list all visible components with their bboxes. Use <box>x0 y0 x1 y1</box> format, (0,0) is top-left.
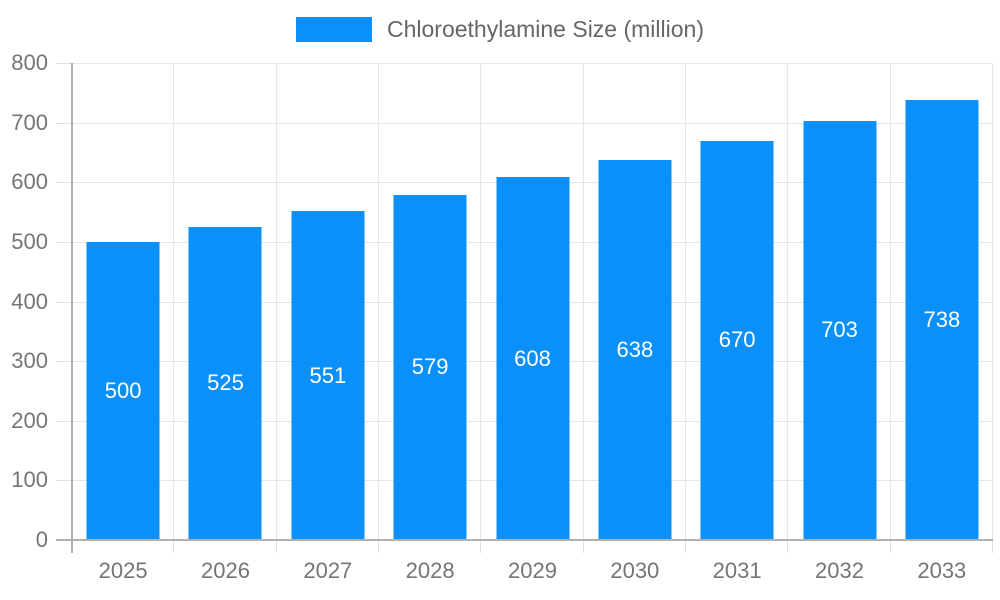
bar-value-label: 738 <box>923 306 961 332</box>
y-axis-tick-label: 600 <box>11 169 48 195</box>
bar[interactable]: 500 <box>86 241 160 540</box>
y-axis-tick-label: 700 <box>11 109 48 135</box>
x-axis-tick-label: 2028 <box>405 558 455 583</box>
bar[interactable]: 638 <box>598 159 672 540</box>
x-axis-line <box>56 539 993 541</box>
y-axis-tick <box>56 301 72 303</box>
x-axis-tick-label: 2030 <box>610 558 660 583</box>
gridline-vertical <box>173 63 175 540</box>
y-axis-tick <box>56 122 72 124</box>
gridline-horizontal <box>72 122 993 124</box>
y-axis-tick-label: 800 <box>11 50 48 75</box>
y-axis-tick <box>56 480 72 482</box>
y-axis-line <box>71 63 73 553</box>
bar[interactable]: 670 <box>700 140 774 540</box>
legend[interactable]: Chloroethylamine Size (million) <box>0 17 1000 42</box>
bar-value-label: 670 <box>718 327 756 353</box>
y-axis-labels: 0 100 200 300 400 500 600 700 800 <box>0 52 48 551</box>
gridline-vertical <box>377 63 379 540</box>
x-axis-tick-label: 2031 <box>712 558 762 583</box>
x-axis-tick-label: 2025 <box>98 558 148 583</box>
y-axis-tick <box>56 241 72 243</box>
y-axis-tick-label: 500 <box>11 228 48 254</box>
x-axis-tick <box>582 540 584 553</box>
x-axis-tick <box>889 540 891 553</box>
bar[interactable]: 551 <box>291 211 365 540</box>
x-axis-tick <box>480 540 482 553</box>
bar[interactable]: 703 <box>803 120 876 540</box>
gridline-vertical <box>992 63 993 540</box>
y-axis-tick <box>56 361 72 363</box>
bar-value-label: 579 <box>411 354 449 380</box>
x-axis-tick <box>787 540 789 553</box>
bar-value-label: 525 <box>207 370 244 396</box>
y-axis-tick-label: 400 <box>11 288 48 314</box>
gridline-horizontal <box>72 63 993 64</box>
x-axis-labels: 2025 2026 2027 2028 2029 2030 2031 2032 2033 <box>72 560 993 590</box>
bar-value-label: 608 <box>514 345 551 371</box>
bar-value-label: 638 <box>616 336 654 362</box>
bar-value-label: 500 <box>104 377 142 403</box>
y-axis-tick <box>56 420 72 422</box>
x-axis-tick-label: 2033 <box>917 558 967 583</box>
gridline-vertical <box>275 63 277 540</box>
y-axis-tick-label: 0 <box>35 527 48 552</box>
x-axis-tick <box>377 540 379 553</box>
bar-value-label: 703 <box>821 317 858 343</box>
bar[interactable]: 608 <box>496 177 569 540</box>
x-axis-tick <box>992 540 993 553</box>
x-axis-tick-label: 2027 <box>303 558 353 583</box>
gridline-vertical <box>480 63 482 540</box>
y-axis-tick-label: 200 <box>11 407 48 433</box>
y-axis-tick-label: 300 <box>11 348 48 374</box>
legend-swatch <box>295 17 372 42</box>
x-axis-tick-label: 2029 <box>508 558 557 583</box>
y-axis-tick <box>56 63 72 64</box>
bar[interactable]: 738 <box>905 99 979 540</box>
x-axis-tick <box>275 540 277 553</box>
gridline-vertical <box>684 63 686 540</box>
plot-area: 500 525 551 579 608 638 670 703 738 <box>56 63 993 553</box>
gridline-vertical <box>889 63 891 540</box>
legend-label: Chloroethylamine Size (million) <box>386 16 704 42</box>
x-axis-tick-label: 2026 <box>201 558 250 583</box>
bar-value-label: 551 <box>309 362 347 388</box>
y-axis-tick <box>56 182 72 184</box>
gridline-vertical <box>787 63 789 540</box>
gridline-vertical <box>582 63 584 540</box>
x-axis-tick <box>173 540 175 553</box>
x-axis-tick <box>684 540 686 553</box>
x-axis-tick-label: 2032 <box>815 558 864 583</box>
bar[interactable]: 579 <box>393 194 467 540</box>
bar[interactable]: 525 <box>188 226 262 540</box>
y-axis-tick-label: 100 <box>11 467 48 493</box>
